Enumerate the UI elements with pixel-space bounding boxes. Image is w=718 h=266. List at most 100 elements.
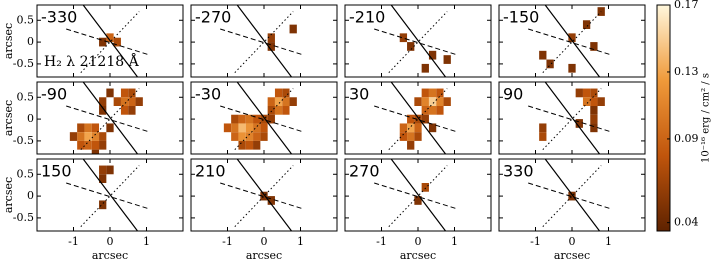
emission-pixel [421,106,429,115]
dotted-line [80,88,140,150]
velocity-label: -210 [349,8,385,27]
emission-pixel [428,50,437,60]
emission-pixel [421,63,429,73]
emission-pixel [99,165,107,175]
emission-pixel [414,97,422,106]
dashed-line [528,182,613,210]
emission-pixel [120,97,129,106]
dotted-line [388,11,448,73]
emission-pixel [428,123,437,133]
emission-pixel [539,123,547,133]
emission-pixel [91,123,100,133]
dashed-line [374,182,459,210]
panel [528,5,613,77]
emission-pixel [231,114,239,124]
x-tick-label: 0 [569,235,576,248]
emission-pixel [238,140,246,150]
y-tick-label: 0 [27,112,34,125]
y-axis-label: arcsec [2,23,15,59]
emission-pixel [436,88,444,98]
emission-pixel [267,114,275,124]
emission-pixel [260,114,268,124]
y-tick-label: 0 [27,35,34,48]
panel [66,5,151,77]
y-tick-label: 0.5 [17,167,35,180]
emission-pixel [253,114,261,124]
panel [220,159,305,231]
y-tick-label: 0.5 [17,13,35,26]
emission-pixel [414,123,422,133]
emission-pixel [421,97,429,106]
emission-pixel [84,132,92,141]
y-tick-label: 0.5 [17,90,35,103]
emission-pixel [436,97,444,106]
panel [528,159,613,231]
dashed-line [66,105,151,133]
emission-pixel [84,140,92,150]
velocity-label: 90 [503,85,523,104]
emission-pixel [539,50,547,60]
emission-pixel [253,132,261,141]
emission-pixel [582,20,591,29]
colorbar-tick-label: 0.13 [674,65,699,78]
emission-pixel [231,123,239,133]
x-tick-label: 1 [297,235,304,248]
colorbar-label: 10⁻¹⁶ erg / cm² / s [701,73,712,163]
emission-pixel [597,97,605,106]
emission-pixel [421,183,429,192]
emission-pixel [539,132,547,141]
emission-pixel [568,33,576,43]
velocity-label: 150 [41,162,72,181]
emission-pixel [245,132,254,141]
x-axis-label: arcsec [246,249,282,262]
velocity-label: 330 [503,162,534,181]
emission-pixel [99,140,107,150]
emission-pixel [399,132,408,141]
map-title: H₂ λ 21218 Å [44,52,140,70]
x-tick-label: 0 [261,235,268,248]
emission-pixel [238,132,246,141]
emission-pixel [407,123,415,133]
x-tick-label: -1 [376,235,387,248]
panel [374,159,459,231]
emission-pixel [443,97,451,106]
emission-pixel [421,114,429,124]
y-tick-label: -0.5 [13,57,34,70]
emission-pixel [245,123,254,133]
velocity-label: -150 [503,8,539,27]
panel [374,82,459,154]
emission-pixel [91,140,100,150]
emission-pixel [245,114,254,124]
emission-pixel [260,132,268,141]
emission-pixel [289,24,297,34]
emission-pixel [267,33,275,43]
emission-pixel [274,88,283,98]
velocity-label: -90 [41,85,67,104]
emission-pixel [113,37,121,47]
major-axis-line [82,5,139,77]
colorbar-tick-label: 0.09 [674,132,699,145]
emission-pixel [267,106,275,115]
major-axis-line [390,5,447,77]
y-tick-label: -0.5 [13,211,34,224]
emission-pixel [69,132,78,141]
dashed-line [220,182,305,210]
emission-pixel [128,97,136,106]
emission-pixel [546,59,554,69]
emission-pixel [128,106,136,115]
emission-pixel [238,123,246,133]
panel [66,82,151,154]
emission-pixel [575,88,583,98]
major-axis-line [390,159,447,231]
emission-pixel [568,191,576,201]
emission-pixel [282,88,290,98]
panel [528,82,613,154]
emission-pixel [231,132,239,141]
emission-pixel [590,123,598,133]
x-axis-label: arcsec [554,249,590,262]
emission-pixel [99,106,107,115]
emission-pixel [443,55,451,64]
emission-pixel [120,106,129,115]
emission-pixel [267,97,275,106]
